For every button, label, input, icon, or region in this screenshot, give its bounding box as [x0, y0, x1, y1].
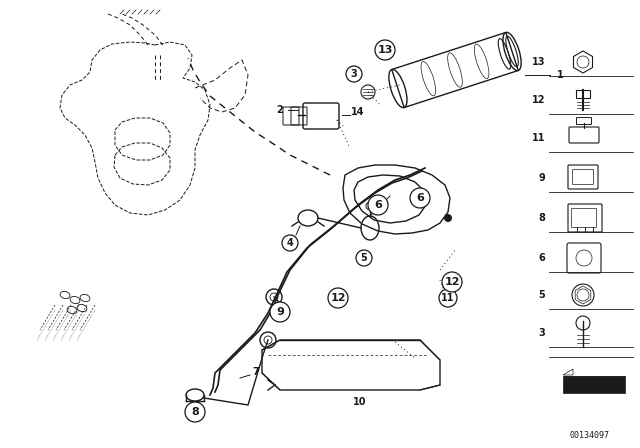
Circle shape [346, 66, 362, 82]
Text: 3: 3 [351, 69, 357, 79]
Circle shape [439, 289, 457, 307]
Circle shape [185, 402, 205, 422]
Text: 13: 13 [531, 57, 545, 67]
Circle shape [282, 235, 298, 251]
Text: 11: 11 [441, 293, 455, 303]
Text: 9: 9 [276, 307, 284, 317]
Circle shape [444, 214, 452, 222]
Circle shape [356, 250, 372, 266]
Text: 9: 9 [538, 173, 545, 183]
Text: 13: 13 [378, 45, 393, 55]
Text: 6: 6 [538, 253, 545, 263]
Text: 5: 5 [538, 290, 545, 300]
Text: 5: 5 [360, 253, 367, 263]
Text: 12: 12 [444, 277, 460, 287]
Text: 00134097: 00134097 [570, 431, 610, 439]
Polygon shape [563, 375, 625, 393]
Circle shape [270, 302, 290, 322]
Text: 1: 1 [557, 70, 563, 80]
Text: 6: 6 [374, 200, 382, 210]
Text: 7: 7 [252, 367, 259, 377]
Text: 3: 3 [538, 328, 545, 338]
Text: 4: 4 [287, 238, 293, 248]
Circle shape [410, 188, 430, 208]
Circle shape [328, 288, 348, 308]
Text: 12: 12 [330, 293, 346, 303]
Circle shape [442, 272, 462, 292]
Polygon shape [563, 369, 573, 375]
Circle shape [368, 195, 388, 215]
Text: 14: 14 [351, 107, 365, 117]
Text: 10: 10 [353, 397, 367, 407]
Text: 12: 12 [531, 95, 545, 105]
Text: 11: 11 [531, 133, 545, 143]
Text: 8: 8 [538, 213, 545, 223]
Circle shape [375, 40, 395, 60]
Text: 2: 2 [276, 105, 284, 115]
Text: 6: 6 [416, 193, 424, 203]
Text: 8: 8 [191, 407, 199, 417]
